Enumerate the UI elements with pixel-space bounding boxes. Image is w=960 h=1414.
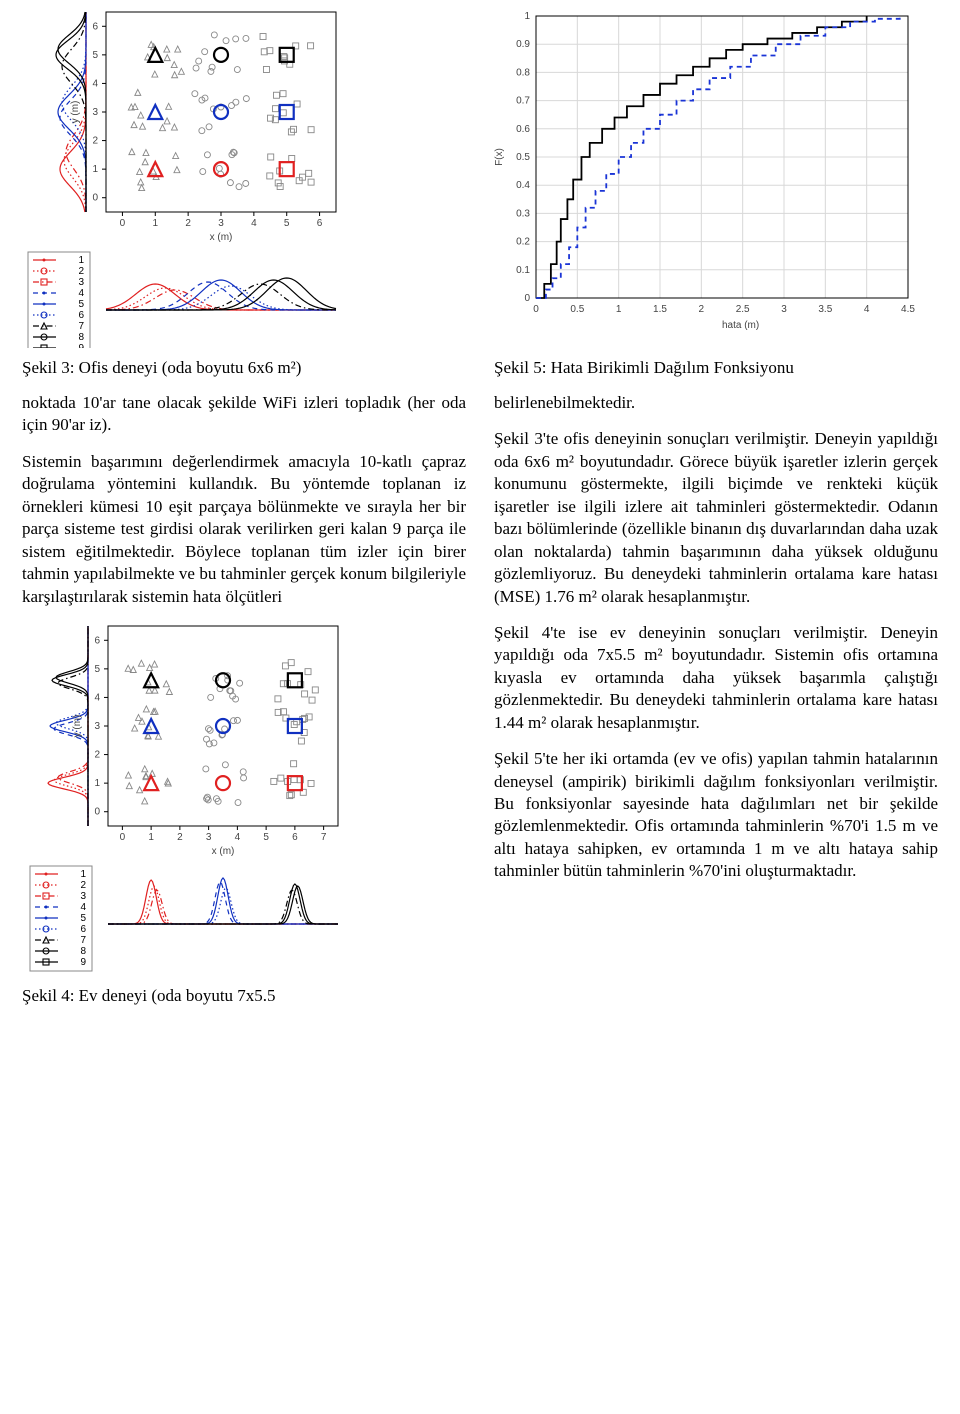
- svg-text:1: 1: [616, 304, 622, 315]
- svg-text:0.2: 0.2: [516, 237, 530, 248]
- svg-text:0.8: 0.8: [516, 67, 530, 78]
- svg-text:4: 4: [251, 218, 257, 229]
- svg-text:4.5: 4.5: [901, 304, 915, 315]
- svg-text:0: 0: [533, 304, 539, 315]
- svg-text:x (m): x (m): [212, 846, 235, 857]
- svg-text:6: 6: [80, 924, 86, 935]
- page-root: 01234560123456x (m)y (m)123456789 00.511…: [0, 0, 960, 1032]
- svg-text:5: 5: [94, 664, 100, 675]
- top-figure-row: 01234560123456x (m)y (m)123456789 00.511…: [0, 0, 960, 348]
- right-column: Şekil 5: Hata Birikimli Dağılım Fonksiyo…: [494, 352, 938, 1020]
- svg-text:6: 6: [317, 218, 323, 229]
- svg-text:3: 3: [80, 891, 86, 902]
- figure4-svg: 012345670123456x (m)y (m)123456789: [22, 622, 442, 982]
- svg-text:3.5: 3.5: [818, 304, 832, 315]
- right-para-2: Şekil 4'te ise ev deneyinin sonuçları ve…: [494, 622, 938, 734]
- figure4-container: 012345670123456x (m)y (m)123456789: [22, 622, 466, 982]
- svg-text:1: 1: [524, 11, 530, 22]
- svg-text:3: 3: [94, 721, 100, 732]
- svg-text:8: 8: [78, 332, 84, 343]
- svg-text:0: 0: [92, 193, 98, 204]
- svg-text:5: 5: [263, 832, 269, 843]
- figure5-caption: Şekil 5: Hata Birikimli Dağılım Fonksiyo…: [494, 358, 938, 378]
- svg-text:0.7: 0.7: [516, 96, 530, 107]
- svg-text:4: 4: [864, 304, 870, 315]
- svg-text:3: 3: [78, 277, 84, 288]
- svg-text:0.1: 0.1: [516, 265, 530, 276]
- right-intro: belirlenebilmektedir.: [494, 392, 938, 414]
- svg-text:4: 4: [80, 902, 86, 913]
- svg-text:x (m): x (m): [210, 232, 233, 243]
- svg-text:2: 2: [78, 266, 84, 277]
- svg-text:2: 2: [185, 218, 191, 229]
- svg-text:7: 7: [78, 321, 84, 332]
- right-para-1: Şekil 3'te ofis deneyinin sonuçları veri…: [494, 428, 938, 608]
- svg-text:0: 0: [524, 293, 530, 304]
- svg-text:0.5: 0.5: [570, 304, 584, 315]
- svg-text:2: 2: [94, 750, 100, 761]
- figure3-caption: Şekil 3: Ofis deneyi (oda boyutu 6x6 m²): [22, 358, 466, 378]
- svg-text:1.5: 1.5: [653, 304, 667, 315]
- svg-text:6: 6: [292, 832, 298, 843]
- svg-text:6: 6: [78, 310, 84, 321]
- svg-text:1: 1: [92, 164, 98, 175]
- svg-text:7: 7: [80, 935, 86, 946]
- svg-text:1: 1: [148, 832, 154, 843]
- svg-text:8: 8: [80, 946, 86, 957]
- svg-text:2.5: 2.5: [736, 304, 750, 315]
- figure5-svg: 0 0.5 1 1.5 2 2.5 3 3.5 4 4.5 0 0.1 0.2 0.3 0.4 0.5 0.6 0…: [480, 8, 920, 338]
- svg-text:4: 4: [92, 78, 98, 89]
- svg-text:2: 2: [177, 832, 183, 843]
- figure4-caption: Şekil 4: Ev deneyi (oda boyutu 7x5.5: [22, 986, 466, 1006]
- figure3-container: 01234560123456x (m)y (m)123456789: [20, 8, 440, 348]
- svg-text:6: 6: [94, 635, 100, 646]
- svg-text:0.9: 0.9: [516, 39, 530, 50]
- svg-text:1: 1: [78, 255, 84, 266]
- svg-text:0.5: 0.5: [516, 152, 530, 163]
- svg-text:5: 5: [80, 913, 86, 924]
- svg-text:y (m): y (m): [70, 101, 81, 124]
- svg-text:F(x): F(x): [494, 148, 505, 166]
- svg-text:2: 2: [92, 136, 98, 147]
- svg-text:4: 4: [78, 288, 84, 299]
- svg-text:3: 3: [218, 218, 224, 229]
- svg-text:1: 1: [94, 778, 100, 789]
- svg-text:0: 0: [94, 807, 100, 818]
- svg-text:3: 3: [206, 832, 212, 843]
- svg-text:2: 2: [699, 304, 705, 315]
- svg-text:9: 9: [78, 343, 84, 348]
- svg-text:hata (m): hata (m): [722, 320, 759, 331]
- left-para-2: Sistemin başarımını değerlendirmek amacı…: [22, 451, 466, 608]
- left-para-1: noktada 10'ar tane olacak şekilde WiFi i…: [22, 392, 466, 437]
- right-para-3: Şekil 5'te her iki ortamda (ev ve ofis) …: [494, 748, 938, 883]
- svg-text:4: 4: [94, 692, 100, 703]
- svg-text:0.6: 0.6: [516, 124, 530, 135]
- svg-text:6: 6: [92, 21, 98, 32]
- svg-text:7: 7: [321, 832, 327, 843]
- svg-text:1: 1: [153, 218, 159, 229]
- svg-text:0: 0: [120, 218, 126, 229]
- svg-text:4: 4: [235, 832, 241, 843]
- svg-text:1: 1: [80, 869, 86, 880]
- svg-text:y (m): y (m): [72, 715, 83, 738]
- svg-text:5: 5: [78, 299, 84, 310]
- svg-text:3: 3: [781, 304, 787, 315]
- svg-text:0.4: 0.4: [516, 180, 530, 191]
- svg-text:2: 2: [80, 880, 86, 891]
- svg-text:0: 0: [120, 832, 126, 843]
- left-column: Şekil 3: Ofis deneyi (oda boyutu 6x6 m²)…: [22, 352, 466, 1020]
- svg-text:5: 5: [284, 218, 290, 229]
- figure5-container: 0 0.5 1 1.5 2 2.5 3 3.5 4 4.5 0 0.1 0.2 0.3 0.4 0.5 0.6 0…: [480, 8, 920, 348]
- svg-text:9: 9: [80, 957, 86, 968]
- two-column-body: Şekil 3: Ofis deneyi (oda boyutu 6x6 m²)…: [0, 348, 960, 1032]
- svg-text:0.3: 0.3: [516, 208, 530, 219]
- figure3-svg: 01234560123456x (m)y (m)123456789: [20, 8, 440, 348]
- svg-text:3: 3: [92, 107, 98, 118]
- svg-text:5: 5: [92, 50, 98, 61]
